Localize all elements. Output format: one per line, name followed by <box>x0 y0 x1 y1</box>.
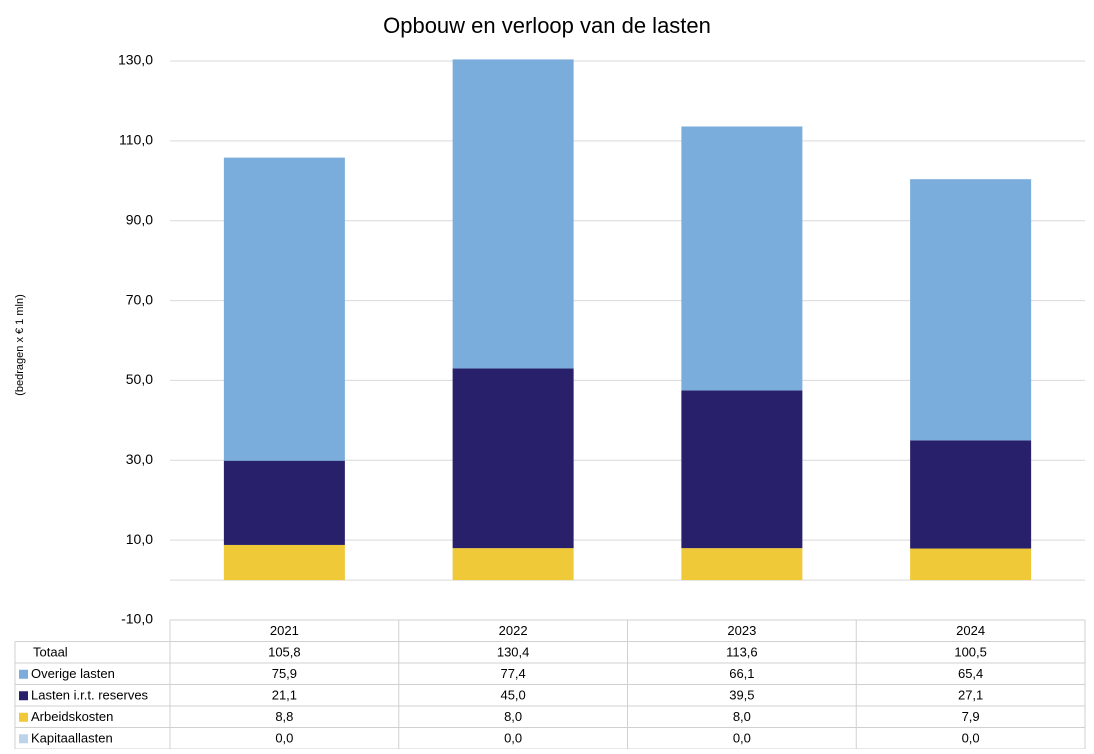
bar-segment <box>223 157 345 461</box>
bar-segment <box>910 548 1032 581</box>
legend-label: Kapitaallasten <box>31 731 113 746</box>
table-cell: 77,4 <box>500 666 525 681</box>
table-cell: 113,6 <box>726 645 758 660</box>
legend-key <box>19 734 28 744</box>
legend-key <box>19 712 28 722</box>
y-tick-label: 130,0 <box>118 52 153 68</box>
x-tick-label: 2022 <box>499 623 528 638</box>
table-cell: 65,4 <box>958 666 983 681</box>
bar-segment <box>681 126 803 391</box>
table-cell: 105,8 <box>268 645 301 660</box>
legend-label: Overige lasten <box>31 666 115 681</box>
y-tick-label: 10,0 <box>126 531 153 547</box>
y-tick-label: -10,0 <box>121 611 153 627</box>
y-tick-label: 70,0 <box>126 291 153 307</box>
table-cell: 45,0 <box>500 688 525 703</box>
y-axis-label: (bedragen x € 1 mln) <box>14 294 26 396</box>
bar-segment <box>452 59 574 369</box>
table-cell: 0,0 <box>962 731 980 746</box>
table-cell: 0,0 <box>733 731 751 746</box>
legend-key <box>19 669 28 679</box>
bar-segment <box>452 368 574 549</box>
bar-segment <box>681 390 803 549</box>
table-cell: 66,1 <box>729 666 754 681</box>
legend-key <box>19 691 28 701</box>
table-cell: 75,9 <box>272 666 297 681</box>
table-cell: 21,1 <box>272 688 297 703</box>
table-cell: 7,9 <box>962 709 980 724</box>
y-tick-label: 90,0 <box>126 211 153 227</box>
table-cell: 27,1 <box>958 688 983 703</box>
bar-segment <box>223 460 345 545</box>
x-tick-label: 2024 <box>956 623 985 638</box>
table-cell: 39,5 <box>729 688 754 703</box>
y-tick-label: 50,0 <box>126 371 153 387</box>
bar-segment <box>681 548 803 581</box>
chart-title: Opbouw en verloop van de lasten <box>383 13 711 38</box>
table-cell: 0,0 <box>275 731 293 746</box>
legend-label: Arbeidskosten <box>31 709 113 724</box>
table-row-label: Totaal <box>33 645 68 660</box>
table-cell: 8,0 <box>733 709 751 724</box>
table-cell: 130,4 <box>497 645 530 660</box>
y-tick-label: 110,0 <box>119 132 153 148</box>
x-tick-label: 2021 <box>270 623 299 638</box>
x-tick-label: 2023 <box>727 623 756 638</box>
bar-segment <box>223 544 345 581</box>
bar-segment <box>452 548 574 581</box>
table-cell: 0,0 <box>504 731 522 746</box>
table-cell: 8,8 <box>275 709 293 724</box>
y-tick-label: 30,0 <box>126 451 153 467</box>
legend-label: Lasten i.r.t. reserves <box>31 688 149 703</box>
bar-segment <box>910 179 1032 441</box>
table-cell: 100,5 <box>954 645 987 660</box>
table-cell: 8,0 <box>504 709 522 724</box>
bar-segment <box>910 440 1032 549</box>
